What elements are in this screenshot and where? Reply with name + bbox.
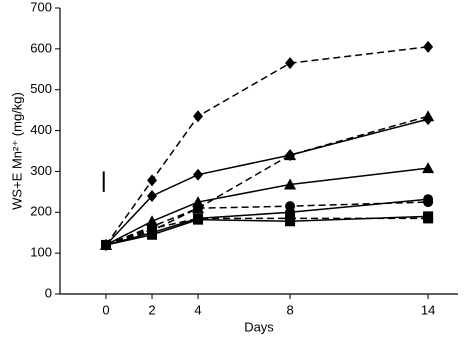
marker <box>285 216 296 227</box>
marker <box>284 178 297 190</box>
marker <box>101 239 112 250</box>
marker <box>193 203 204 214</box>
marker <box>146 215 159 227</box>
x-tick-label: 4 <box>194 302 201 317</box>
marker <box>422 162 435 174</box>
marker <box>423 194 434 205</box>
marker <box>423 211 434 222</box>
marker <box>147 174 158 187</box>
y-tick-label: 0 <box>45 285 52 300</box>
marker <box>147 189 158 202</box>
marker <box>423 40 434 53</box>
x-tick-label: 8 <box>286 302 293 317</box>
series-line <box>105 46 429 246</box>
marker <box>193 214 204 225</box>
y-tick-label: 200 <box>30 204 52 219</box>
y-tick-label: 700 <box>30 0 52 14</box>
y-tick-label: 300 <box>30 163 52 178</box>
y-tick-label: 600 <box>30 40 52 55</box>
marker <box>422 110 435 122</box>
x-tick-label: 2 <box>148 302 155 317</box>
marker <box>147 229 158 240</box>
marker <box>285 57 296 70</box>
marker <box>147 223 158 234</box>
series-line <box>105 217 429 246</box>
marker <box>193 110 204 123</box>
y-tick-label: 400 <box>30 122 52 137</box>
y-tick-label: 100 <box>30 245 52 260</box>
marker <box>284 149 297 161</box>
y-tick-label: 500 <box>30 81 52 96</box>
x-tick-label: 14 <box>421 302 435 317</box>
x-tick-label: 0 <box>102 302 109 317</box>
y-axis-label: WS+E Mn²⁺ (mg/kg) <box>9 92 24 210</box>
x-axis-label: Days <box>244 319 274 334</box>
marker <box>193 168 204 181</box>
